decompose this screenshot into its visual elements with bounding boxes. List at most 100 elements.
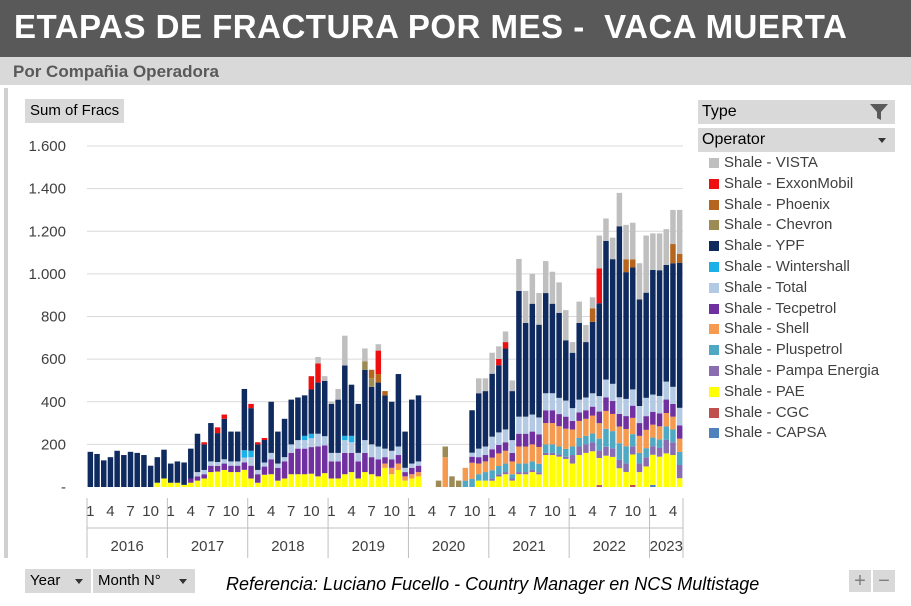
bar-segment: [482, 455, 489, 462]
bar-segment: [409, 399, 415, 464]
bar-segment: [362, 452, 368, 473]
bar-segment: [656, 270, 663, 396]
bar-segment: [382, 391, 388, 396]
legend-filter-type[interactable]: Type: [698, 100, 895, 124]
bar-segment: [469, 478, 475, 487]
bar-segment: [569, 455, 576, 464]
bar-segment: [388, 474, 395, 487]
bar-segment: [509, 474, 515, 479]
bar-segment: [395, 446, 402, 456]
bar-segment: [201, 478, 207, 487]
x-month-label: 4: [267, 503, 275, 520]
bar-segment: [516, 463, 522, 473]
bar-segment: [388, 467, 395, 475]
bar-segment: [482, 480, 489, 487]
bar-segment: [509, 452, 515, 462]
bar-segment: [630, 417, 636, 435]
bar-segment: [636, 406, 643, 424]
subtitle-bar: Por Compañia Operadora: [0, 57, 911, 85]
expand-button[interactable]: +: [849, 570, 871, 592]
bar-segment: [281, 461, 288, 479]
bar-segment: [214, 461, 221, 466]
x-month-label: 7: [367, 503, 375, 520]
bar-segment: [509, 391, 515, 441]
bar-segment: [214, 471, 221, 487]
legend-label: Shale - Pluspetrol: [724, 341, 843, 359]
bar-segment: [315, 356, 321, 364]
bar-segment: [375, 446, 382, 460]
legend-label: Shale - Total: [724, 278, 808, 296]
bar-segment: [609, 259, 616, 384]
bar-segment: [589, 442, 596, 452]
legend-item: Shale - YPF: [709, 236, 805, 256]
chevron-down-icon: [179, 579, 187, 584]
bar-segment: [650, 437, 656, 447]
value-field-button[interactable]: Sum of Fracs: [25, 99, 125, 123]
bar-segment: [549, 452, 556, 456]
bar-segment: [603, 379, 609, 398]
bar-segment: [522, 474, 529, 487]
bar-segment: [496, 432, 502, 446]
bar-segment: [656, 447, 663, 457]
bar-segment: [596, 423, 603, 439]
bar-segment: [315, 433, 321, 447]
legend-label: Shale - Phoenix: [724, 195, 830, 213]
bar-segment: [650, 446, 656, 455]
bar-segment: [388, 401, 395, 451]
bar-segment: [536, 434, 542, 447]
bar-segment: [630, 267, 636, 390]
bar-segment: [221, 414, 228, 419]
bar-segment: [275, 463, 281, 468]
x-month-label: 4: [347, 503, 355, 520]
axis-field-month[interactable]: Month N°: [93, 569, 195, 593]
x-year-label: 2017: [191, 538, 224, 555]
bar-segment: [676, 438, 683, 452]
bar-segment: [563, 428, 569, 449]
bar-segment: [630, 259, 636, 268]
legend-label: Shale - YPF: [724, 237, 805, 255]
bar-segment: [636, 463, 643, 473]
bar-segment: [375, 374, 382, 383]
bar-segment: [476, 393, 482, 449]
page-title: ETAPAS DE FRACTURA POR MES - VACA MUERTA: [14, 8, 848, 45]
bar-segment: [563, 416, 569, 429]
bar-segment: [301, 395, 308, 436]
bar-segment: [288, 444, 294, 453]
bar-segment: [670, 244, 676, 264]
legend-swatch: [709, 158, 719, 168]
bar-segment: [596, 485, 603, 487]
bar-segment: [509, 380, 515, 392]
legend-swatch: [709, 241, 719, 252]
axis-field-year[interactable]: Year: [25, 569, 91, 593]
bar-segment: [549, 444, 556, 453]
bar-segment: [395, 455, 402, 464]
collapse-button[interactable]: −: [873, 570, 895, 592]
bar-segment: [576, 399, 582, 413]
bar-segment: [623, 446, 629, 464]
bar-segment: [589, 451, 596, 487]
bar-segment: [542, 423, 549, 445]
bar-segment: [288, 474, 294, 487]
legend-operator-header[interactable]: Operator: [698, 128, 895, 152]
bar-segment: [576, 420, 582, 438]
bar-segment: [522, 446, 529, 464]
bar-segment: [596, 396, 603, 412]
y-tick-label: 200: [41, 436, 66, 453]
bar-segment: [342, 335, 348, 366]
bar-segment: [609, 237, 616, 260]
legend-operator-label: Operator: [702, 131, 766, 148]
bar-segment: [542, 455, 549, 487]
bar-segment: [643, 448, 649, 458]
bar-segment: [455, 480, 462, 487]
x-month-label: 1: [408, 503, 416, 520]
bar-segment: [496, 474, 502, 477]
bar-segment: [542, 410, 549, 424]
x-month-label: 10: [142, 503, 159, 520]
bar-segment: [670, 263, 676, 387]
bar-segment: [489, 352, 495, 374]
bar-segment: [636, 263, 643, 300]
bar-segment: [469, 456, 475, 463]
axis-field-month-label: Month N°: [98, 572, 161, 589]
bar-segment: [275, 480, 281, 487]
bar-segment: [670, 386, 676, 404]
